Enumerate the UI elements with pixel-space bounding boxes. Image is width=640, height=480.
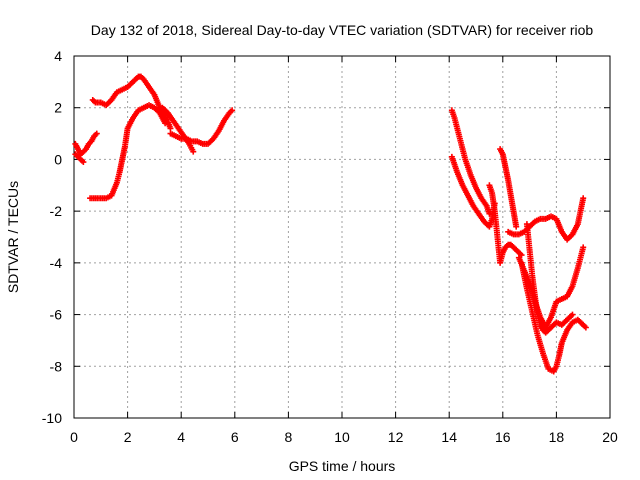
x-tick-label: 6 [231, 429, 239, 445]
y-tick-label: 2 [54, 100, 62, 116]
axis-ticks: 0 2 4 6 8 10 12 14 16 18 20 -10 -8 -6 -4 -2 0 2 4 [42, 48, 618, 445]
series-arc-10 [497, 146, 520, 230]
y-tick-label: -4 [50, 255, 63, 271]
x-tick-label: 0 [70, 429, 78, 445]
series-arc-14 [523, 221, 576, 336]
data-point-marker [580, 244, 587, 251]
x-tick-label: 10 [334, 429, 350, 445]
x-tick-label: 8 [285, 429, 293, 445]
data-point-marker [582, 324, 589, 331]
x-tick-label: 4 [177, 429, 185, 445]
chart-title: Day 132 of 2018, Sidereal Day-to-day VTE… [91, 22, 594, 38]
y-axis-label: SDTVAR / TECUs [5, 181, 21, 293]
x-tick-label: 14 [441, 429, 457, 445]
series-arc-13 [518, 259, 589, 375]
y-tick-label: -2 [50, 203, 63, 219]
y-tick-label: -10 [42, 410, 62, 426]
data-point-marker [190, 148, 197, 155]
x-tick-label: 12 [388, 429, 404, 445]
series-arc-4 [87, 102, 169, 202]
series-arc-2 [72, 151, 87, 166]
x-tick-label: 20 [602, 429, 618, 445]
data-point-marker [569, 311, 576, 318]
series-arc-9 [486, 182, 525, 266]
y-tick-label: -6 [50, 307, 63, 323]
data-point-marker [162, 120, 169, 127]
series-arc-3 [89, 73, 174, 132]
data-point-marker [513, 223, 520, 230]
series-arc-11 [505, 195, 587, 243]
x-tick-label: 2 [124, 429, 132, 445]
y-tick-label: 0 [54, 151, 62, 167]
x-tick-label: 16 [495, 429, 511, 445]
x-axis-label: GPS time / hours [289, 458, 396, 474]
data-point-marker [229, 107, 236, 114]
x-tick-label: 18 [549, 429, 565, 445]
data-point-marker [167, 125, 174, 132]
series-arc-8 [448, 153, 498, 230]
y-tick-label: -8 [50, 358, 63, 374]
data-point-marker [580, 195, 587, 202]
series-arc-7 [448, 107, 493, 217]
data-point-marker [80, 159, 87, 166]
series-arc-6 [159, 104, 197, 155]
data-point-marker [93, 130, 100, 137]
y-tick-label: 4 [54, 48, 62, 64]
data-markers [72, 73, 589, 375]
